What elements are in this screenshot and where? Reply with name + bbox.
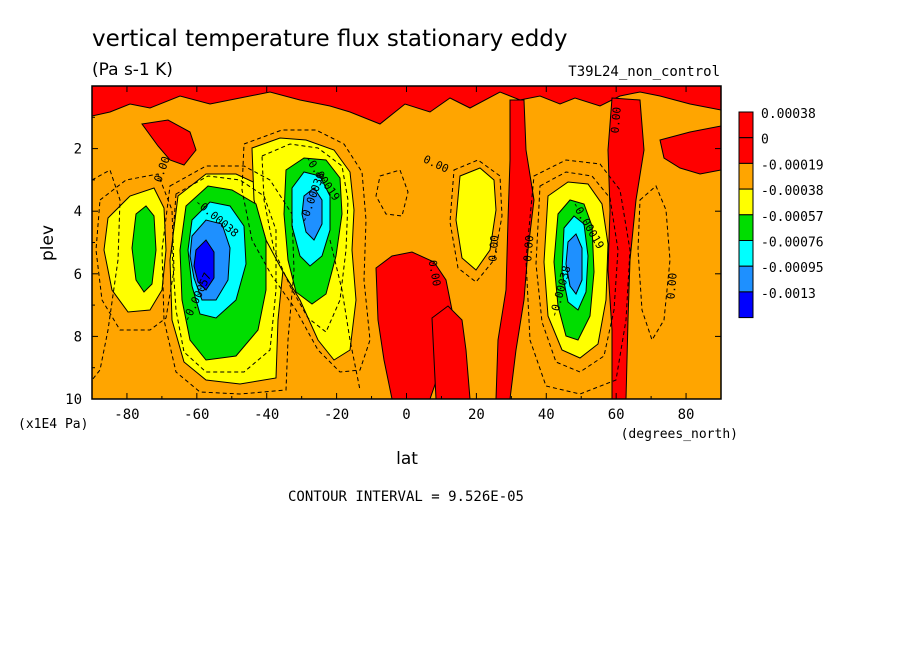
colorbar-swatch	[738, 214, 754, 242]
plot-area	[92, 86, 721, 399]
colorbar-swatch	[738, 265, 754, 293]
colorbar-label: -0.00019	[761, 158, 824, 173]
x-tick-label: 40	[538, 407, 555, 423]
dashed-contour	[535, 171, 619, 373]
x-axis: -80 -60 -40 -20 0 20 40 60 80	[114, 86, 694, 423]
x-tick-label: -60	[184, 407, 209, 423]
red-region-top	[92, 86, 721, 125]
negative-contours	[92, 129, 671, 395]
dashed-contour	[241, 129, 371, 373]
red-region-column-60n	[607, 97, 645, 399]
y-units-label: (x1E4 Pa)	[18, 417, 88, 432]
dashed-contour	[329, 239, 361, 391]
dashed-contour	[261, 143, 349, 333]
contour-label: 0.00	[521, 235, 536, 263]
yellow-region-20n	[455, 167, 497, 271]
colorbar-swatch	[738, 137, 754, 164]
colorbar-label: 0.00038	[761, 107, 816, 122]
colorbar-label: -0.00038	[761, 184, 824, 199]
contour-label: 0.00	[486, 235, 501, 263]
contour-label: 0.00	[426, 259, 443, 287]
dashed-contour	[449, 159, 503, 283]
y-axis-title: plev	[38, 225, 58, 261]
x-tick-label: -80	[114, 407, 139, 423]
colorbar-swatch	[738, 240, 754, 267]
colorbar-swatch	[738, 111, 754, 139]
x-axis-title: lat	[396, 449, 418, 469]
colorbar-swatch	[738, 291, 754, 319]
red-region-east	[659, 125, 721, 175]
y-tick-label: 2	[74, 142, 82, 158]
y-axis: 2 4 6 8 10	[65, 116, 721, 408]
blue-region-45n	[565, 233, 583, 295]
x-tick-label: 80	[678, 407, 695, 423]
dashed-contour	[525, 159, 631, 395]
y-tick-label: 4	[74, 204, 82, 220]
x-tick-label: 20	[468, 407, 485, 423]
dashed-contour	[95, 173, 175, 331]
x-units-label: (degrees_north)	[621, 427, 738, 442]
y-tick-label: 6	[74, 267, 82, 283]
colorbar-label: -0.0013	[761, 287, 816, 302]
blue-region-30s	[301, 187, 323, 241]
chart-title: vertical temperature flux stationary edd…	[92, 26, 568, 52]
red-region-lower-20n	[431, 305, 471, 399]
green-region-south	[131, 205, 157, 293]
contour-label: 0.00	[664, 272, 679, 300]
dashed-contour	[375, 169, 409, 217]
x-tick-label: 0	[402, 407, 410, 423]
contour-interval-label: CONTOUR INTERVAL = 9.526E-05	[288, 489, 524, 505]
contour-label: 0.00	[609, 106, 624, 134]
dashed-contour	[637, 185, 671, 342]
y-tick-label: 10	[65, 392, 82, 408]
colorbar-label: 0	[761, 133, 769, 148]
dashed-contour	[171, 175, 277, 373]
x-tick-label: 60	[608, 407, 625, 423]
colorbar-swatch	[738, 162, 754, 190]
run-label: T39L24_non_control	[568, 64, 720, 80]
colorbar-label: -0.00076	[761, 236, 824, 251]
colorbar-swatch	[738, 188, 754, 216]
x-tick-label: -20	[324, 407, 349, 423]
red-region-column-30n	[495, 99, 535, 399]
colorbar-label: -0.00057	[761, 210, 824, 225]
x-tick-label: -40	[254, 407, 279, 423]
units-label: (Pa s-1 K)	[92, 60, 173, 80]
dashed-contour	[161, 165, 295, 395]
colorbar-label: -0.00095	[761, 261, 824, 276]
dashed-contour	[92, 169, 121, 381]
red-region-south-lobe	[141, 119, 197, 166]
darkblue-region-60s	[193, 239, 215, 291]
y-tick-label: 8	[74, 329, 82, 345]
colorbar: 0.00038 0 -0.00019 -0.00038 -0.00057 -0.00076…	[738, 107, 824, 319]
